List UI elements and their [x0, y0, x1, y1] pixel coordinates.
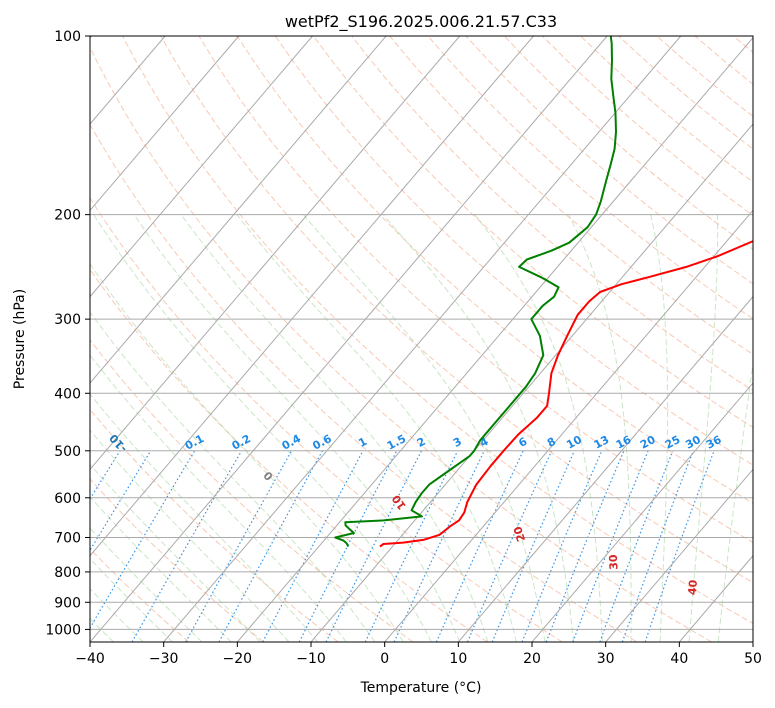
moist-adiabat-line	[650, 214, 669, 642]
chart-title: wetPf2_S196.2025.006.21.57.C33	[285, 12, 557, 32]
moist-adiabat-line	[568, 214, 632, 642]
dry-adiabats	[90, 36, 753, 642]
mixing-ratio-line	[325, 450, 423, 642]
moist-adiabat-line	[717, 359, 753, 642]
mixing-ratio-line	[90, 450, 152, 552]
y-tick-label: 900	[54, 595, 81, 611]
x-tick-label: 20	[523, 651, 541, 667]
mixing-ratio-line	[262, 450, 364, 642]
dry-adiabat-line	[122, 36, 753, 624]
moist-adiabat-label: 20	[511, 524, 528, 543]
mixing-ratio-line	[644, 450, 715, 642]
isotherm-line	[90, 36, 461, 471]
profile-series	[334, 36, 753, 548]
mixing-ratio-line	[572, 450, 649, 642]
moist-adiabat-line	[90, 354, 347, 642]
dry-adiabat-line	[90, 197, 563, 642]
mixing-ratio-label: 10	[564, 433, 584, 452]
mixing-ratio-line	[185, 450, 293, 642]
plot-frame	[89, 35, 754, 643]
dry-adiabat-line	[236, 36, 753, 504]
background-line-labels: -100-90-80-70-60-50-40-30-20-10010203040…	[107, 431, 724, 596]
mixing-ratio-label: 20	[638, 433, 658, 452]
x-tick-label: −30	[149, 651, 179, 667]
x-tick-label: 40	[670, 651, 688, 667]
plot-area: -100-90-80-70-60-50-40-30-20-10010203040…	[90, 36, 753, 642]
moist-adiabat-line	[93, 214, 432, 642]
mixing-ratio-line	[599, 450, 674, 642]
mixing-ratio-line	[521, 450, 603, 642]
y-tick-label: 800	[54, 565, 81, 581]
mixing-ratio-lines	[90, 450, 715, 642]
mixing-ratio-label: 30	[683, 433, 703, 452]
mixing-ratio-label: 16	[614, 433, 634, 452]
mixing-ratio-line	[621, 450, 694, 642]
isotherm-line	[531, 382, 753, 642]
dry-adiabat-line	[427, 36, 753, 320]
isotherm-line	[457, 295, 753, 642]
mixing-ratio-label: 36	[704, 433, 724, 452]
y-tick-label: 1000	[45, 622, 81, 638]
isotherm-line	[90, 36, 240, 212]
dewpoint-line	[334, 36, 617, 547]
dry-adiabat-line	[90, 268, 488, 642]
isotherm-line	[90, 36, 313, 298]
isotherm-line	[90, 36, 608, 642]
moist-adiabat-line	[180, 214, 489, 642]
y-tick-label: 300	[54, 312, 81, 328]
x-tick-label: 0	[380, 651, 389, 667]
mixing-ratio-line	[364, 450, 459, 642]
moist-adiabat-label: 30	[607, 554, 621, 570]
isotherm-line	[384, 209, 753, 642]
y-tick-label: 600	[54, 491, 81, 507]
y-tick-label: 400	[54, 386, 81, 402]
x-tick-label: −40	[75, 651, 105, 667]
x-axis-label: Temperature (°C)	[360, 680, 482, 696]
isotherm-line	[310, 123, 753, 642]
dry-adiabat-line	[351, 36, 753, 392]
dry-adiabat-line	[90, 408, 339, 642]
moist-adiabat-line	[688, 214, 719, 642]
moist-adiabat-line	[236, 214, 517, 642]
isotherm-line	[605, 468, 753, 642]
mixing-ratio-line	[466, 450, 553, 642]
y-axis: 100 200 300 400 500 600 700 800 900 1000	[45, 29, 90, 638]
moist-adiabat-line	[90, 429, 290, 642]
dry-adiabat-line	[90, 478, 264, 642]
moist-adiabat-line	[133, 214, 461, 642]
isotherm-line	[90, 36, 534, 557]
mixing-ratio-line	[545, 450, 625, 642]
isotherms	[90, 36, 753, 642]
y-axis-label: Pressure (hPa)	[12, 289, 28, 389]
isotherm-line	[90, 36, 387, 384]
y-tick-label: 100	[54, 29, 81, 45]
mixing-ratio-label: 13	[592, 433, 612, 452]
x-tick-label: −20	[223, 651, 253, 667]
x-tick-label: 50	[744, 651, 762, 667]
moist-adiabat-line	[90, 393, 319, 642]
moist-adiabat-line	[303, 214, 546, 642]
x-tick-label: 30	[597, 651, 615, 667]
moist-adiabat-line	[90, 311, 376, 642]
y-tick-label: 200	[54, 208, 81, 224]
dry-adiabat-line	[90, 547, 190, 642]
moist-adiabat-line	[90, 263, 404, 642]
y-tick-label: 500	[54, 444, 81, 460]
y-tick-label: 700	[54, 531, 81, 547]
isotherm-line	[236, 36, 753, 642]
pressure-gridlines	[90, 36, 753, 630]
temperature-line	[379, 240, 753, 548]
mixing-ratio-line	[218, 450, 323, 642]
mixing-ratio-label: 25	[663, 433, 683, 452]
isotherm-line	[163, 36, 682, 642]
x-tick-label: −10	[296, 651, 326, 667]
moist-adiabat-label: 40	[686, 579, 700, 596]
x-tick-label: 10	[449, 651, 467, 667]
moist-adiabat-line	[382, 214, 575, 642]
x-axis: −40 −30 −20 −10 0 10 20 30 40 50	[75, 642, 762, 667]
moist-adiabats	[90, 214, 753, 642]
moist-adiabat-line	[474, 214, 603, 642]
